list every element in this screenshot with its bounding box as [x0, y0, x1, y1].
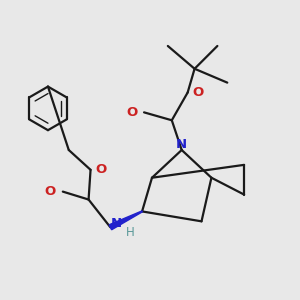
Text: O: O — [44, 185, 56, 198]
Text: O: O — [96, 163, 107, 176]
Text: O: O — [192, 86, 203, 99]
Text: O: O — [127, 106, 138, 119]
Text: H: H — [126, 226, 135, 239]
Polygon shape — [109, 211, 142, 230]
Text: N: N — [176, 138, 187, 151]
Text: N: N — [111, 217, 122, 230]
